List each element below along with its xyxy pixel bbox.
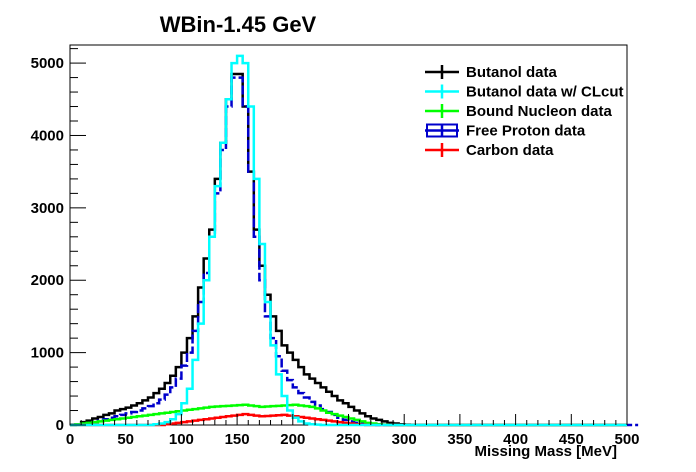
y-tick-label: 4000	[31, 127, 64, 144]
x-tick-label: 500	[614, 431, 639, 448]
legend: Butanol data Butanol data w/ CLcut Bound N…	[425, 64, 624, 159]
legend-entry: Free Proton data	[466, 123, 586, 140]
y-tick-label: 5000	[31, 55, 64, 72]
x-tick-label: 0	[66, 431, 74, 448]
y-tick-label: 1000	[31, 345, 64, 362]
x-tick-label: 300	[392, 431, 417, 448]
y-tick-label: 2000	[31, 272, 64, 289]
chart-title: WBin-1.45 GeV	[160, 12, 317, 37]
y-tick-label: 0	[56, 417, 64, 434]
legend-entry: Carbon data	[466, 142, 554, 159]
x-tick-label: 50	[117, 431, 134, 448]
x-tick-label: 400	[503, 431, 528, 448]
x-axis: 0 50 100 150 200 250 300 350 400 450 500	[66, 414, 640, 448]
x-tick-label: 250	[336, 431, 361, 448]
legend-entry: Butanol data w/ CLcut	[466, 84, 624, 101]
x-axis-label: Missing Mass [MeV]	[474, 443, 617, 460]
x-tick-label: 200	[280, 431, 305, 448]
x-tick-label: 100	[169, 431, 194, 448]
x-tick-label: 150	[225, 431, 250, 448]
y-tick-label: 3000	[31, 200, 64, 217]
legend-entry: Butanol data	[466, 64, 557, 81]
legend-entry: Bound Nucleon data	[466, 103, 612, 120]
x-tick-label: 350	[447, 431, 472, 448]
y-axis: 0 1000 2000 3000 4000 5000	[31, 48, 86, 434]
x-tick-label: 450	[559, 431, 584, 448]
